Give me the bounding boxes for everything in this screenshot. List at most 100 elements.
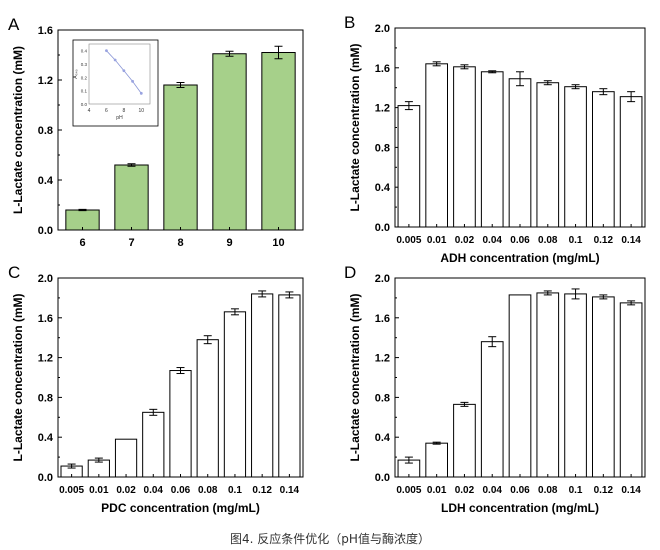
inset-x-tick-label: 10 [139,108,145,114]
inset-y-label: A₃₄₀ [73,69,79,79]
y-tick-label: 0.0 [375,222,390,234]
bar [397,105,421,228]
inset-point [139,91,143,95]
bar [619,96,643,228]
x-tick-label: 0.14 [280,485,300,496]
panel-c: C 0.0 0.4 0.8 1.2 1.6 2.0 L-Lactate concentrati… [8,263,304,515]
inset-x-label: pH [116,115,123,121]
x-tick-label: 0.08 [538,235,558,246]
x-tick-label: 0.08 [538,485,558,496]
bar [480,341,504,478]
panel-letter: A [8,15,20,34]
y-tick-label: 0.0 [375,472,390,484]
x-tick-label: 0.1 [569,485,583,496]
x-tick-label: 0.06 [510,235,530,246]
bar [169,370,192,478]
y-tick-label: 0.8 [38,125,53,137]
bar [196,339,219,478]
panel-b: B 0.0 0.4 0.8 1.2 1.6 2.0 L-Lactate concentrati… [344,13,646,265]
y-tick-label: 1.6 [375,63,390,75]
x-tick-label: 0.06 [171,485,191,496]
bar [480,71,504,228]
y-axis-label: L-Lactate concentration (mM) [348,43,362,211]
bar [223,311,247,478]
x-tick-label: 0.14 [621,485,641,496]
inset-chart: 4 6 8 10 0.0 0.1 0.2 0.3 0.4 pH A₃₄₀ [72,39,159,127]
x-axis-label: LDH concentration (mg/mL) [441,501,599,515]
x-tick-label: 0.04 [482,485,502,496]
x-tick-label: 0.01 [427,235,447,246]
y-tick-label: 1.2 [375,103,390,115]
x-tick-label: 10 [272,237,284,249]
x-tick-label: 6 [79,237,85,249]
inset-point [105,49,108,53]
bar [453,66,476,228]
x-tick-label: 0.12 [252,485,272,496]
y-tick-label: 2.0 [38,273,53,285]
bar [212,53,247,231]
bar [453,403,476,478]
bar [142,411,165,478]
y-tick-label: 0.4 [375,182,391,194]
y-tick-label: 1.2 [38,75,53,87]
y-tick-label: 1.2 [375,353,390,365]
x-tick-label: 0.01 [89,485,109,496]
x-tick-label: 0.02 [116,485,136,496]
x-tick-label: 0.01 [427,485,447,496]
x-tick-label: 0.005 [396,235,421,246]
bar [114,164,149,231]
x-tick-label: 0.12 [594,485,614,496]
y-axis-label: L-Lactate concentration (mM) [11,293,25,461]
x-tick-label: 7 [128,237,134,249]
panel-letter: B [344,13,355,32]
x-tick-label: 0.02 [455,235,475,246]
y-tick-label: 0.4 [375,432,391,444]
bar [114,438,138,478]
x-tick-label: 9 [226,237,232,249]
x-tick-label: 0.1 [569,235,583,246]
bar [425,442,449,478]
y-tick-label: 0.4 [38,432,54,444]
x-tick-label: 0.04 [144,485,164,496]
x-axis-label: ADH concentration (mg/mL) [440,251,599,265]
inset-y-tick-label: 0.4 [81,49,88,54]
bar [251,293,274,478]
bar [425,63,449,228]
inset-frame [72,39,159,127]
bar [536,292,560,478]
x-tick-label: 0.08 [198,485,218,496]
y-tick-label: 0.8 [38,392,53,404]
bar [592,91,615,228]
x-tick-label: 0.005 [59,485,84,496]
y-tick-label: 1.6 [375,313,390,325]
x-axis-label: PDC concentration (mg/mL) [101,501,260,515]
inset-point [131,79,134,83]
bar [508,294,532,478]
y-tick-label: 0.0 [38,225,53,237]
y-tick-label: 1.6 [38,313,53,325]
inset-y-tick-label: 0.2 [81,75,88,80]
y-tick-label: 0.8 [375,392,390,404]
inset-plot-area [88,43,151,105]
x-tick-label: 8 [177,237,183,249]
y-tick-label: 0.4 [38,175,54,187]
y-tick-label: 1.2 [38,353,53,365]
figure: A 0.0 0.4 0.8 1.2 1.6 L-Lactate concentration … [8,13,646,515]
x-tick-label: 0.04 [482,235,502,246]
bar [592,296,615,478]
inset-y-tick-label: 0.1 [81,89,88,94]
inset-y-tick-label: 0.3 [81,62,88,67]
y-tick-label: 2.0 [375,273,390,285]
bar [564,293,587,478]
inset-x-tick-label: 6 [105,108,108,114]
panel-letter: C [8,263,20,282]
x-tick-label: 0.12 [594,235,614,246]
panel-letter: D [344,263,356,282]
y-axis-label: L-Lactate concentration (mM) [348,293,362,461]
bar [261,52,296,231]
y-tick-label: 1.6 [38,25,53,37]
x-tick-label: 0.02 [455,485,475,496]
y-axis-label: L-Lactate concentration (mM) [11,46,25,214]
y-tick-label: 0.0 [38,472,53,484]
inset-point [122,69,126,73]
